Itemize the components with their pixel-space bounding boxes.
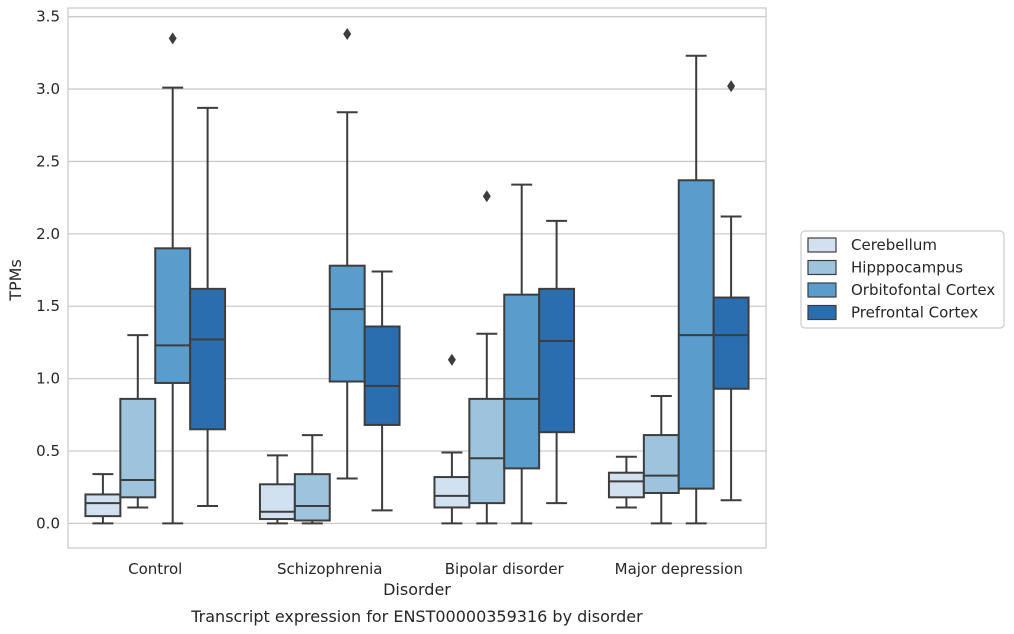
box-prefrontal-cortex	[363, 270, 401, 512]
x-tick-label: Control	[128, 560, 182, 578]
chart-caption: Transcript expression for ENST0000035931…	[190, 607, 643, 626]
x-tick-label: Schizophrenia	[277, 560, 382, 578]
y-tick-label: 0.0	[36, 514, 60, 532]
x-tick-label: Bipolar disorder	[445, 560, 565, 578]
y-tick-label: 1.5	[36, 297, 60, 315]
y-axis-label: TPMs	[6, 259, 25, 302]
box-cerebellum	[607, 455, 645, 509]
box-cerebellum	[433, 353, 471, 525]
box-orbitofontal-cortex	[503, 183, 541, 525]
box-iqr	[154, 247, 192, 384]
legend-frame	[800, 230, 1005, 329]
box-prefrontal-cortex	[712, 80, 750, 502]
box-hipppocampus	[642, 394, 680, 525]
box-iqr	[503, 293, 541, 470]
box-iqr	[468, 397, 506, 505]
box-cerebellum	[258, 454, 296, 525]
box-iqr	[258, 483, 296, 521]
outlier-point	[727, 80, 736, 93]
plot-frame	[67, 7, 767, 549]
box-orbitofontal-cortex	[677, 54, 715, 525]
outlier-point	[168, 32, 177, 45]
legend-label: Orbitofontal Cortex	[851, 281, 995, 299]
legend: Cerebellum Hipppocampus Orbitofontal Corte…	[800, 230, 1005, 329]
outlier-point	[447, 353, 456, 366]
box-iqr	[712, 296, 750, 390]
box-iqr	[607, 471, 645, 499]
box-prefrontal-cortex	[189, 106, 227, 508]
x-axis-label: Disorder	[383, 580, 451, 599]
box-iqr	[328, 264, 366, 383]
box-iqr	[84, 493, 122, 518]
y-tick-label: 2.5	[36, 152, 60, 170]
y-tick-label: 2.0	[36, 225, 60, 243]
legend-label: Prefrontal Cortex	[851, 304, 978, 322]
box-iqr	[293, 473, 331, 522]
legend-swatch	[807, 259, 837, 276]
legend-swatch	[807, 304, 837, 321]
legend-swatch	[807, 282, 837, 298]
box-hipppocampus	[468, 190, 506, 525]
legend-label: Cerebellum	[851, 236, 937, 254]
y-axis-ticks: 0.0 0.5 1.0 1.5 2.0 2.5 3.0 3.5	[36, 8, 60, 533]
box-hipppocampus	[119, 334, 157, 509]
box-iqr	[538, 287, 576, 434]
box-cerebellum	[84, 473, 122, 525]
y-tick-label: 3.5	[36, 8, 60, 26]
outlier-point	[482, 190, 491, 203]
y-tick-label: 0.5	[36, 442, 60, 460]
y-tick-label: 1.0	[36, 370, 60, 388]
box-iqr	[642, 434, 680, 494]
box-iqr	[363, 325, 401, 426]
box-orbitofontal-cortex	[328, 28, 366, 480]
legend-label: Hipppocampus	[851, 259, 963, 277]
box-iqr	[433, 476, 471, 509]
box-plot-series	[84, 28, 750, 525]
legend-swatch	[807, 237, 837, 253]
box-prefrontal-cortex	[538, 219, 576, 505]
y-tick-label: 3.0	[36, 80, 60, 98]
outlier-point	[343, 28, 352, 41]
x-tick-label: Major depression	[615, 560, 743, 578]
x-axis-ticks: Control Schizophrenia Bipolar disorder Majo…	[128, 560, 743, 578]
box-iqr	[189, 287, 227, 431]
box-iqr	[119, 397, 157, 499]
box-hipppocampus	[293, 434, 331, 525]
box-orbitofontal-cortex	[154, 32, 192, 525]
